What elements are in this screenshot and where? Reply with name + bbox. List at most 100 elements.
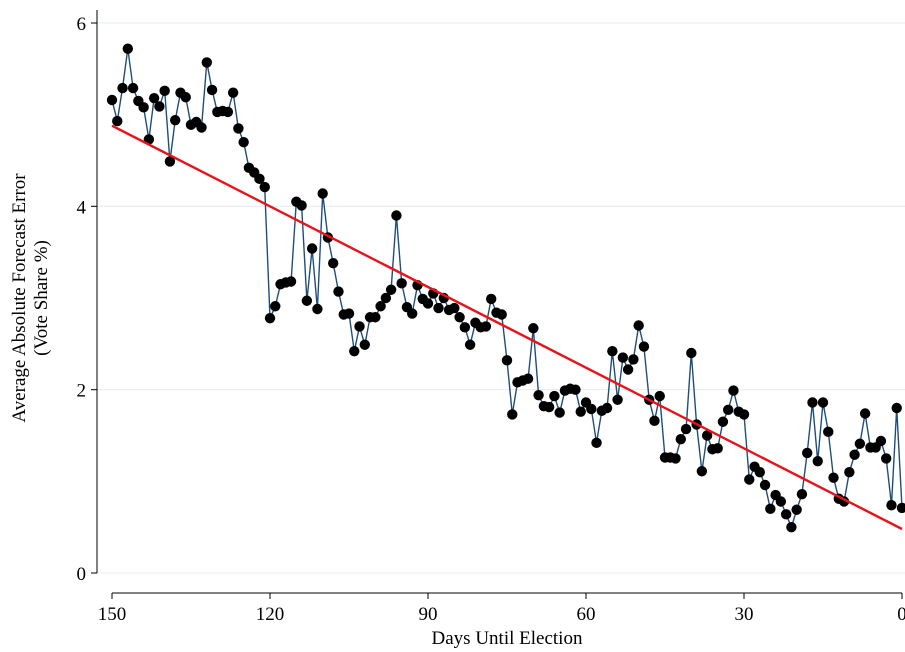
data-point bbox=[238, 136, 249, 148]
data-point bbox=[875, 435, 887, 447]
y-axis-title: Average Absolute Forecast Error (Vote Sha… bbox=[9, 173, 52, 423]
data-point bbox=[486, 293, 497, 305]
data-point bbox=[375, 301, 386, 312]
data-point bbox=[464, 339, 476, 350]
data-point bbox=[628, 354, 639, 365]
data-point bbox=[349, 345, 360, 357]
data-point bbox=[259, 181, 270, 193]
data-point bbox=[233, 123, 244, 134]
data-point bbox=[738, 409, 750, 420]
x-tick-label: 150 bbox=[98, 604, 127, 625]
data-point bbox=[622, 364, 634, 375]
data-point bbox=[775, 496, 787, 507]
data-point bbox=[675, 433, 686, 445]
data-point bbox=[780, 509, 792, 520]
x-tick-label: 90 bbox=[419, 604, 438, 625]
data-point bbox=[317, 188, 328, 199]
data-point bbox=[285, 276, 297, 287]
y-tick-label: 2 bbox=[77, 381, 87, 402]
data-point bbox=[896, 502, 905, 514]
x-tick-label: 120 bbox=[256, 604, 285, 625]
data-point bbox=[359, 339, 370, 350]
data-point bbox=[459, 322, 471, 333]
data-point bbox=[828, 472, 839, 483]
data-point bbox=[154, 101, 165, 112]
data-point bbox=[206, 84, 218, 96]
data-point bbox=[370, 312, 381, 323]
data-point bbox=[881, 453, 892, 464]
data-point bbox=[106, 94, 118, 106]
data-point bbox=[201, 57, 212, 68]
data-point bbox=[802, 447, 813, 459]
data-point bbox=[127, 82, 139, 94]
data-point bbox=[270, 301, 281, 312]
x-tick-label: 30 bbox=[735, 604, 754, 625]
x-tick-label: 60 bbox=[577, 604, 596, 625]
error-series-line bbox=[111, 48, 903, 530]
data-point bbox=[696, 466, 708, 477]
data-point bbox=[680, 423, 692, 435]
data-point bbox=[528, 323, 539, 334]
data-point bbox=[844, 466, 855, 478]
data-point bbox=[148, 92, 160, 104]
data-point bbox=[786, 521, 797, 533]
data-point bbox=[591, 437, 602, 449]
data-point bbox=[607, 345, 618, 357]
data-point bbox=[170, 114, 181, 126]
data-point bbox=[196, 122, 207, 133]
data-point bbox=[422, 298, 434, 309]
data-point bbox=[117, 82, 128, 94]
data-point bbox=[891, 402, 902, 414]
data-point bbox=[817, 397, 829, 408]
y-axis-ticks: 0 2 4 6 bbox=[77, 14, 97, 585]
data-point bbox=[549, 390, 560, 402]
data-point bbox=[391, 210, 402, 221]
data-point bbox=[138, 102, 149, 113]
data-point bbox=[791, 504, 802, 515]
data-point bbox=[633, 320, 644, 331]
data-point bbox=[507, 409, 518, 420]
y-tick-label: 0 bbox=[77, 564, 87, 585]
data-point bbox=[227, 87, 239, 98]
data-point bbox=[654, 390, 665, 402]
data-point bbox=[433, 302, 444, 314]
data-point bbox=[849, 449, 860, 460]
data-point bbox=[854, 438, 866, 449]
x-axis-title: Days Until Election bbox=[432, 628, 583, 649]
data-point bbox=[264, 312, 276, 324]
data-point bbox=[164, 156, 176, 167]
data-point bbox=[570, 384, 581, 395]
series bbox=[106, 43, 905, 533]
data-point bbox=[686, 347, 697, 359]
data-point bbox=[670, 453, 681, 464]
data-point bbox=[575, 406, 586, 417]
data-point bbox=[712, 443, 723, 454]
fit-line bbox=[111, 124, 903, 531]
data-point bbox=[543, 401, 555, 413]
data-point bbox=[812, 455, 823, 467]
data-point bbox=[796, 488, 808, 500]
data-point bbox=[454, 312, 465, 323]
data-point bbox=[649, 415, 660, 427]
data-point bbox=[254, 173, 265, 185]
data-point bbox=[306, 243, 318, 254]
data-point bbox=[533, 389, 544, 401]
data-point bbox=[807, 397, 818, 408]
data-point bbox=[496, 309, 507, 320]
x-tick-label: 0 bbox=[897, 604, 905, 625]
data-point bbox=[601, 402, 613, 414]
data-point bbox=[407, 308, 418, 319]
data-point bbox=[222, 106, 234, 118]
data-point bbox=[380, 292, 392, 304]
data-point bbox=[159, 85, 170, 97]
data-point bbox=[717, 416, 729, 427]
axes bbox=[96, 10, 902, 594]
data-point bbox=[385, 284, 397, 295]
data-point bbox=[180, 92, 191, 103]
y-tick-label: 4 bbox=[77, 197, 87, 218]
data-point bbox=[638, 341, 650, 352]
data-point bbox=[301, 295, 313, 306]
data-point bbox=[759, 479, 771, 491]
y-axis-title-line: Average Absolute Forecast Error bbox=[9, 173, 30, 423]
